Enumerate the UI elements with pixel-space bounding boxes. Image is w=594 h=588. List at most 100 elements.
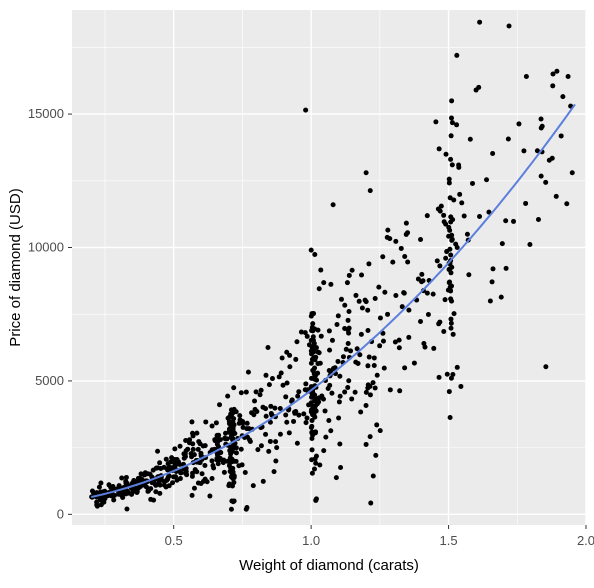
data-point [178, 444, 183, 449]
data-point [261, 479, 266, 484]
data-point [359, 272, 364, 277]
data-point [97, 485, 102, 490]
data-point [348, 348, 353, 353]
data-point [405, 230, 410, 235]
data-point [129, 492, 134, 497]
data-point [335, 359, 340, 364]
data-point [454, 122, 459, 127]
data-point [353, 390, 358, 395]
data-point [254, 409, 259, 414]
data-point [337, 374, 342, 379]
data-point [91, 490, 96, 495]
data-point [263, 406, 268, 411]
data-point [278, 432, 283, 437]
data-point [449, 116, 454, 121]
data-point [550, 83, 555, 88]
data-point [323, 435, 328, 440]
y-tick-label: 15000 [28, 106, 64, 121]
data-point [376, 285, 381, 290]
data-point [345, 280, 350, 285]
data-point [312, 365, 317, 370]
y-tick-label: 10000 [28, 239, 64, 254]
data-point [240, 420, 245, 425]
data-point [337, 399, 342, 404]
data-point [346, 318, 351, 323]
data-point [336, 416, 341, 421]
data-point [173, 474, 178, 479]
data-point [268, 404, 273, 409]
data-point [451, 332, 456, 337]
data-point [397, 345, 402, 350]
data-point [147, 472, 152, 477]
y-tick-label: 5000 [35, 373, 64, 388]
data-point [192, 486, 197, 491]
data-point [346, 309, 351, 314]
data-point [425, 213, 430, 218]
data-point [321, 448, 326, 453]
data-point [293, 357, 298, 362]
data-point [388, 387, 393, 392]
data-point [358, 410, 363, 415]
data-point [450, 217, 455, 222]
data-point [418, 319, 423, 324]
data-point [243, 470, 248, 475]
data-point [365, 308, 370, 313]
data-point [373, 386, 378, 391]
data-point [341, 354, 346, 359]
data-point [280, 355, 285, 360]
data-point [523, 201, 528, 206]
data-point [347, 326, 352, 331]
x-axis-title: Weight of diamond (carats) [239, 557, 419, 574]
data-point [456, 163, 461, 168]
data-point [426, 312, 431, 317]
data-point [447, 280, 452, 285]
data-point [203, 419, 208, 424]
data-point [449, 299, 454, 304]
data-point [449, 133, 454, 138]
data-point [385, 312, 390, 317]
data-point [342, 390, 347, 395]
data-point [551, 72, 556, 77]
data-point [402, 254, 407, 259]
data-point [356, 361, 361, 366]
data-point [154, 466, 159, 471]
data-point [500, 241, 505, 246]
data-point [321, 397, 326, 402]
data-point [452, 311, 457, 316]
data-point [421, 278, 426, 283]
data-point [385, 228, 390, 233]
y-axis-title: Price of diamond (USD) [7, 188, 24, 346]
data-point [419, 272, 424, 277]
data-point [566, 74, 571, 79]
data-point [380, 254, 385, 259]
data-point [218, 437, 223, 442]
data-point [309, 248, 314, 253]
data-point [194, 431, 199, 436]
data-point [336, 313, 341, 318]
data-point [228, 469, 233, 474]
data-point [371, 474, 376, 479]
data-point [334, 475, 339, 480]
data-point [363, 298, 368, 303]
data-point [309, 311, 314, 316]
data-point [454, 53, 459, 58]
data-point [229, 507, 234, 512]
data-point [468, 137, 473, 142]
data-point [172, 446, 177, 451]
data-point [167, 483, 172, 488]
data-point [550, 156, 555, 161]
data-point [543, 180, 548, 185]
data-point [335, 322, 340, 327]
data-point [570, 170, 575, 175]
data-point [378, 428, 383, 433]
data-point [381, 339, 386, 344]
data-point [284, 420, 289, 425]
data-point [490, 279, 495, 284]
data-point [328, 282, 333, 287]
data-point [117, 483, 122, 488]
data-point [373, 453, 378, 458]
data-point [443, 297, 448, 302]
data-point [490, 151, 495, 156]
data-point [342, 303, 347, 308]
data-point [203, 477, 208, 482]
